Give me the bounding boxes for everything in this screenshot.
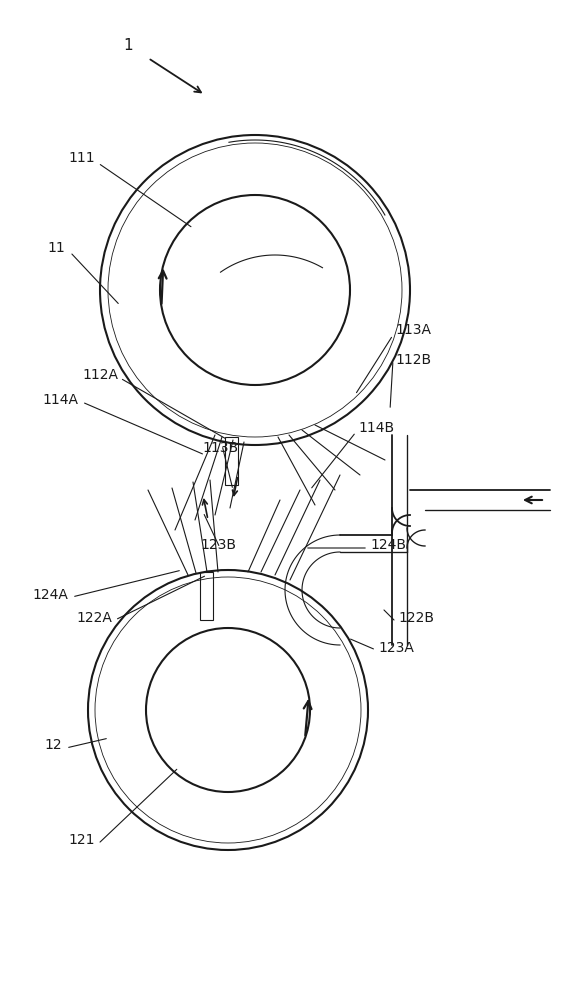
Text: 122A: 122A [76, 611, 112, 625]
Text: 114A: 114A [42, 393, 78, 407]
Text: 113A: 113A [395, 323, 431, 337]
Text: 123A: 123A [378, 641, 414, 655]
Text: 112B: 112B [395, 353, 431, 367]
Text: 124B: 124B [370, 538, 406, 552]
Text: 122B: 122B [398, 611, 434, 625]
Bar [200, 572, 213, 620]
Text: 1: 1 [123, 37, 133, 52]
Text: 111: 111 [69, 151, 95, 165]
Text: 112A: 112A [82, 368, 118, 382]
Text: 11: 11 [47, 241, 65, 255]
Text: 113B: 113B [202, 441, 238, 455]
Text: 124A: 124A [32, 588, 68, 602]
Text: 121: 121 [69, 833, 95, 847]
Bar [225, 437, 238, 485]
Text: 12: 12 [44, 738, 62, 752]
Text: 114B: 114B [358, 421, 394, 435]
Text: 123B: 123B [200, 538, 236, 552]
